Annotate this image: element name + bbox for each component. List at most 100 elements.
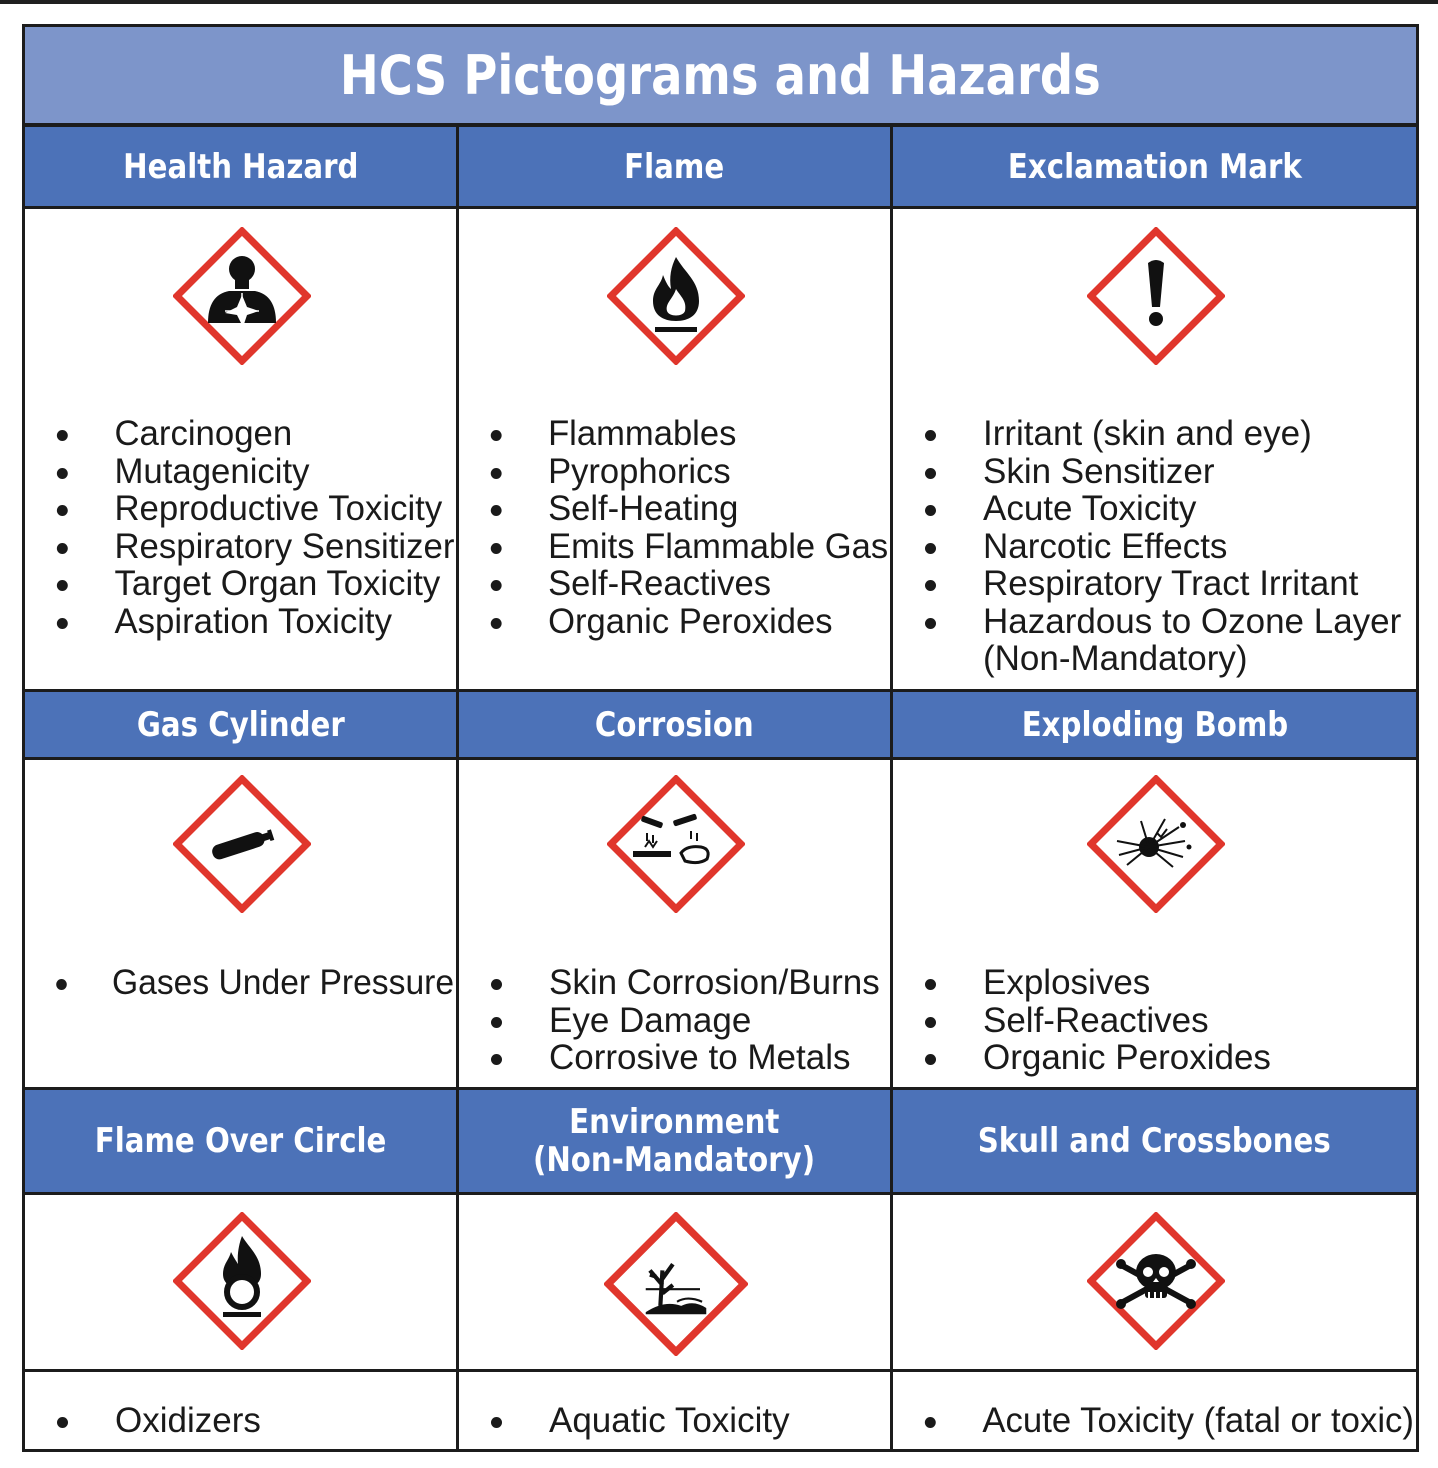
top-border-strip [0,0,1438,4]
header-health-hazard: Health Hazard [22,124,459,209]
cell-skull-and-crossbones-icon [890,1192,1419,1372]
list-item: Organic Peroxides [905,1039,1271,1077]
bullet [924,1417,936,1428]
exploding-bomb-icon [1087,775,1225,913]
bullet [491,1054,502,1065]
health-hazard-icon [173,227,311,365]
header-exclamation-mark: Exclamation Mark [890,124,1419,209]
list-item: Respiratory Tract Irritant [905,565,1401,603]
header-label: Health Hazard [122,146,359,187]
cell-exclamation-mark: Irritant (skin and eye) Skin Sensitizer … [890,206,1419,692]
hazard-list: Skin Corrosion/Burns Eye Damage Corrosiv… [471,964,880,1077]
cell-gas-cylinder: Gases Under Pressure [22,757,459,1090]
cell-flame: Flammables Pyrophorics Self-Heating Emit… [456,206,893,692]
bullet [57,1417,68,1428]
header-label: Corrosion [595,704,754,745]
list-item-continuation: (Non-Mandatory) [983,639,1248,678]
list-item: Reproductive Toxicity [37,490,454,528]
list-item: Self-Reactives [905,1001,1271,1040]
header-label-line2: (Non-Mandatory) [533,1140,816,1180]
cell-health-hazard: Carcinogen Mutagenicity Reproductive Tox… [22,206,459,692]
list-item: Acute Toxicity (fatal or toxic) [905,1402,1414,1440]
list-item: Pyrophorics [471,452,888,491]
cell-flame-over-circle-icon [22,1192,459,1372]
bullet [490,617,502,629]
flame-icon [607,227,745,365]
bullet [925,1054,936,1065]
cell-flame-over-circle-list: Oxidizers [22,1369,459,1452]
bullet [56,542,68,554]
list-item: Irritant (skin and eye) [905,415,1401,453]
bullet [925,430,936,441]
hazard-list: Aquatic Toxicity [471,1402,790,1440]
cell-exploding-bomb: Explosives Self-Reactives Organic Peroxi… [890,757,1419,1090]
bullet [491,1417,502,1428]
list-item: Hazardous to Ozone Layer [905,602,1401,641]
list-item: Aspiration Toxicity [37,602,454,641]
list-item: Corrosive to Metals [471,1039,880,1077]
list-item: Explosives [905,964,1271,1002]
header-flame: Flame [456,124,893,209]
cell-environment-icon [456,1192,893,1372]
header-label-line1: Environment [569,1102,780,1142]
list-item: Skin Corrosion/Burns [471,964,880,1002]
corrosion-icon [607,775,745,913]
list-item: Target Organ Toxicity [37,565,454,603]
table-title-bar: HCS Pictograms and Hazards [22,24,1419,126]
gas-cylinder-icon [173,775,311,913]
list-item: Skin Sensitizer [905,452,1401,491]
header-gas-cylinder: Gas Cylinder [22,689,459,760]
header-flame-over-circle: Flame Over Circle [22,1087,459,1195]
hazard-list: Carcinogen Mutagenicity Reproductive Tox… [37,415,457,640]
bullet [925,542,936,554]
bullet [925,617,936,629]
list-item: Mutagenicity [37,452,454,491]
list-item: Self-Reactives [471,565,888,603]
list-item: Aquatic Toxicity [471,1402,790,1440]
list-item: Oxidizers [37,1402,261,1440]
bullet [491,979,502,990]
bullet [490,430,502,441]
bullet [56,580,68,591]
list-item: Organic Peroxides [471,602,888,641]
cell-corrosion: Skin Corrosion/Burns Eye Damage Corrosiv… [456,757,893,1090]
bullet [925,580,936,591]
bullet [56,467,68,479]
bullet [56,617,68,629]
header-label: Flame [624,146,725,187]
bullet [925,979,936,990]
header-label: Exploding Bomb [1021,704,1288,745]
list-item: Emits Flammable Gas [471,527,888,566]
bullet [490,542,502,554]
list-item: Eye Damage [471,1001,880,1040]
header-label: Skull and Crossbones [977,1121,1332,1161]
hazard-list: Explosives Self-Reactives Organic Peroxi… [905,964,1271,1077]
environment-icon [604,1212,748,1356]
header-corrosion: Corrosion [456,689,893,760]
header-environment: Environment (Non-Mandatory) [456,1087,893,1195]
bullet [925,1016,936,1028]
header-exploding-bomb: Exploding Bomb [890,689,1419,760]
hazard-list: Irritant (skin and eye) Skin Sensitizer … [905,415,1401,678]
header-label: Flame Over Circle [94,1121,387,1161]
flame-over-circle-icon [173,1212,311,1350]
list-item: Flammables [471,415,888,453]
header-label: Exclamation Mark [1007,146,1302,187]
list-item: Acute Toxicity [905,490,1401,528]
bullet [56,505,68,516]
cell-environment-list: Aquatic Toxicity [456,1369,893,1452]
bullet [56,979,67,990]
header-label: Gas Cylinder [136,704,345,745]
bullet [490,505,502,516]
bullet [490,467,502,479]
page-title: HCS Pictograms and Hazards [340,43,1101,107]
header-skull-and-crossbones: Skull and Crossbones [890,1087,1419,1195]
skull-and-crossbones-icon [1087,1212,1225,1350]
hazard-list: Acute Toxicity (fatal or toxic) [905,1402,1418,1440]
hazard-list: Flammables Pyrophorics Self-Heating Emit… [471,415,893,640]
bullet [490,580,502,591]
list-item: Self-Heating [471,490,888,528]
list-item: Narcotic Effects [905,527,1401,566]
list-item: Carcinogen [37,415,454,453]
exclamation-mark-icon [1087,227,1225,365]
